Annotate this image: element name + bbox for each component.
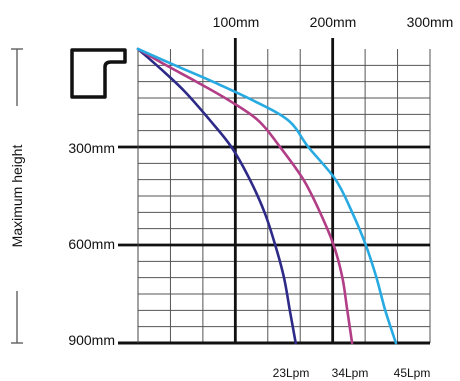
x-tick-label: 200mm bbox=[310, 14, 357, 30]
flow-label-45: 45Lpm bbox=[394, 366, 431, 380]
major-gridlines bbox=[118, 38, 430, 345]
flow-label-34: 34Lpm bbox=[332, 366, 369, 380]
y-tick-label: 900mm bbox=[68, 332, 115, 348]
y-axis-bracket bbox=[11, 48, 23, 344]
flow-label-23: 23Lpm bbox=[273, 366, 310, 380]
y-tick-labels: 300mm 600mm 900mm bbox=[68, 140, 115, 348]
y-axis-label: Maximum height bbox=[9, 145, 25, 248]
series-line-23lpm bbox=[136, 47, 297, 345]
minor-gridlines bbox=[137, 49, 431, 343]
series-line-45lpm bbox=[136, 47, 398, 345]
y-tick-label: 600mm bbox=[68, 236, 115, 252]
x-tick-label: 100mm bbox=[213, 14, 260, 30]
x-tick-labels: 100mm 200mm 300mm bbox=[213, 14, 454, 30]
flow-rate-labels: 23Lpm 34Lpm 45Lpm bbox=[273, 366, 431, 380]
curves bbox=[136, 47, 398, 345]
x-tick-label: 300mm bbox=[407, 14, 454, 30]
y-tick-label: 300mm bbox=[68, 140, 115, 156]
series-line-34lpm bbox=[136, 47, 354, 345]
gutter-icon bbox=[70, 48, 127, 99]
